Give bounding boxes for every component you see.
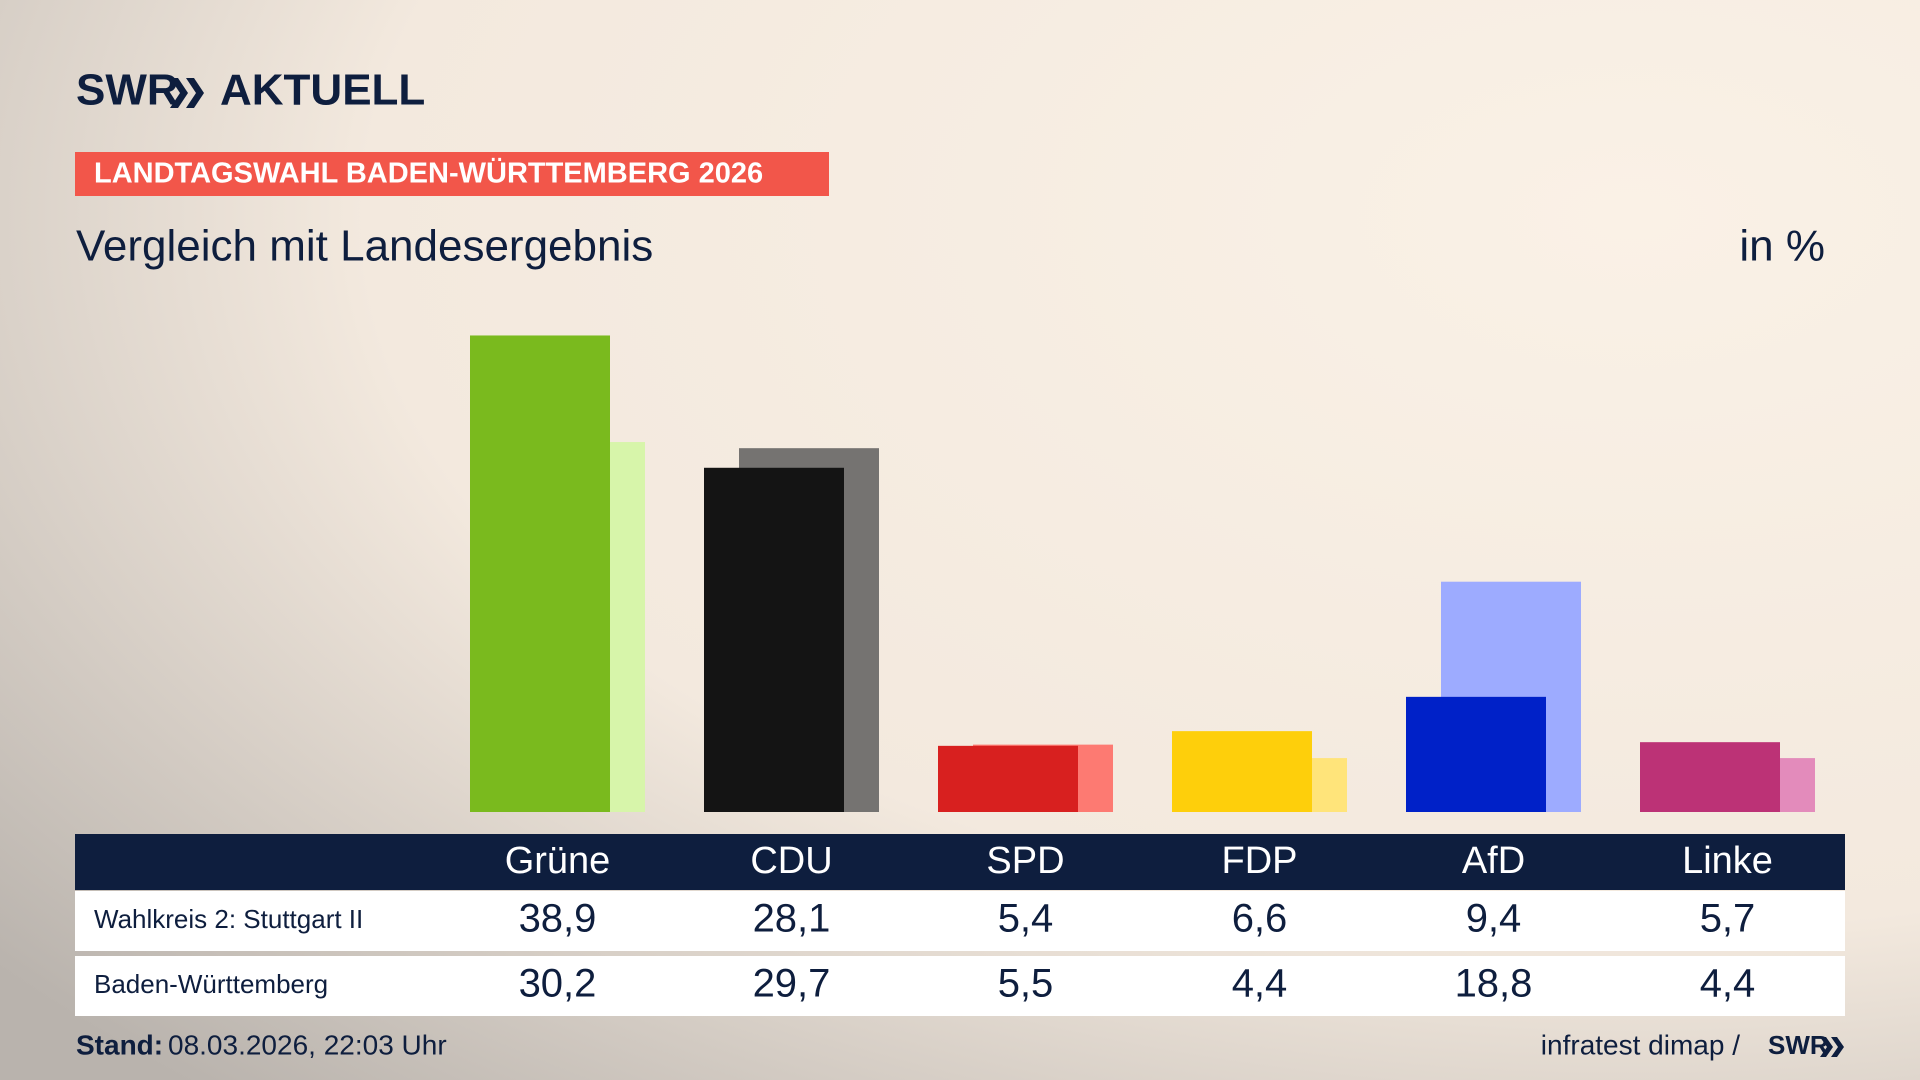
unit: in %: [1739, 222, 1825, 271]
kicker-band: [75, 152, 829, 196]
row-label: Wahlkreis 2: Stuttgart II: [94, 904, 363, 934]
value-label: 38,9: [519, 897, 597, 941]
category-label: AfD: [1462, 840, 1525, 882]
chart-title: Vergleich mit Landesergebnis: [76, 222, 653, 271]
category-label: Linke: [1682, 840, 1773, 882]
kicker: LANDTAGSWAHL BADEN-WÜRTTEMBERG 2026: [94, 157, 763, 190]
bar: [1640, 742, 1780, 812]
value-label: 29,7: [753, 962, 831, 1006]
bar: [470, 335, 610, 812]
category-label: SPD: [986, 840, 1064, 882]
source-brand: SWR: [1768, 1030, 1829, 1060]
category-label: CDU: [750, 840, 832, 882]
value-label: 6,6: [1232, 897, 1288, 941]
bars: [470, 335, 1815, 812]
source: infratest dimap /: [1541, 1029, 1740, 1060]
value-label: 9,4: [1466, 897, 1522, 941]
table-header: [75, 834, 1845, 890]
brand-suffix: AKTUELL: [220, 66, 425, 115]
value-label: 28,1: [753, 897, 831, 941]
table: Grüne CDU SPD FDP AfD Linke Wahlkreis 2: Stutt…: [75, 834, 1845, 1016]
bar: [704, 467, 844, 812]
stand: 08.03.2026, 22:03 Uhr: [168, 1029, 447, 1060]
brand-chevrons: [170, 78, 204, 108]
stand-label: Stand:: [76, 1029, 163, 1060]
value-label: 4,4: [1700, 962, 1756, 1006]
table-row: [75, 891, 1845, 951]
row-label: Baden-Württemberg: [94, 969, 328, 999]
value-label: 5,7: [1700, 897, 1756, 941]
value-label: 30,2: [519, 962, 597, 1006]
source-chevrons: [1820, 1037, 1844, 1057]
value-label: 4,4: [1232, 962, 1288, 1006]
value-label: 18,8: [1455, 962, 1533, 1006]
category-label: Grüne: [505, 840, 611, 882]
category-label: FDP: [1222, 840, 1298, 882]
table-row: [75, 956, 1845, 1016]
value-label: 5,5: [998, 962, 1054, 1006]
bar: [1406, 696, 1546, 812]
brand: SWR: [76, 66, 179, 115]
bar: [938, 745, 1078, 812]
value-label: 5,4: [998, 897, 1054, 941]
bar: [1172, 731, 1312, 812]
logo: SWR AKTUELL: [76, 66, 425, 115]
